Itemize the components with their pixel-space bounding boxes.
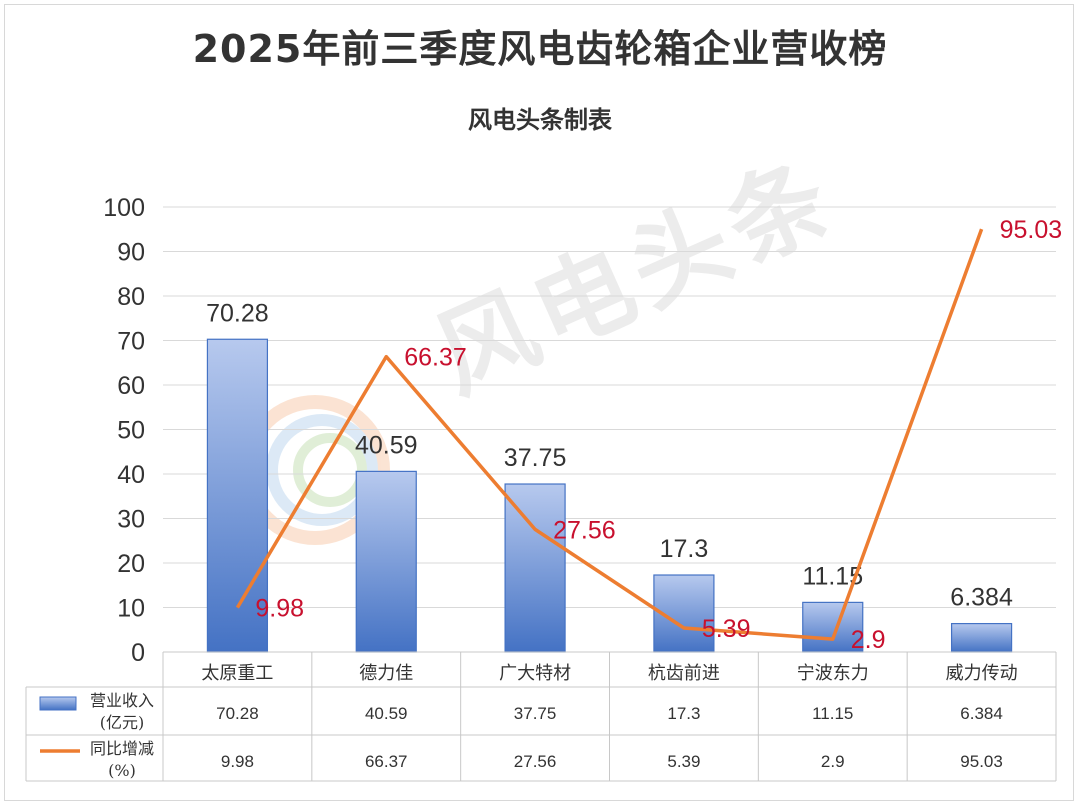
y-tick-label: 70 <box>117 328 145 356</box>
legend-unit: (%) <box>108 761 136 780</box>
table-cell: 17.3 <box>667 704 700 723</box>
bar <box>950 622 1013 653</box>
table-cell: 37.75 <box>514 704 557 723</box>
table-cell: 27.56 <box>514 752 557 771</box>
x-category-label: 德力佳 <box>359 663 413 684</box>
line-data-label: 95.03 <box>1000 216 1063 244</box>
x-category-label: 广大特材 <box>499 663 571 684</box>
table-cell: 2.9 <box>821 752 845 771</box>
line-data-label: 27.56 <box>553 516 616 544</box>
bar <box>355 470 417 653</box>
line-data-label: 9.98 <box>255 595 304 623</box>
table-cell: 11.15 <box>812 704 853 723</box>
bar <box>802 601 864 653</box>
watermark-logo-icon <box>240 395 390 545</box>
table-cell: 70.28 <box>216 704 259 723</box>
bar <box>206 338 269 653</box>
y-tick-label: 30 <box>117 506 145 534</box>
y-tick-label: 10 <box>117 595 145 623</box>
y-tick-label: 50 <box>117 417 145 445</box>
x-category-label: 威力传动 <box>946 663 1018 684</box>
x-category-label: 宁波东力 <box>797 663 869 684</box>
table-cell: 95.03 <box>960 752 1003 771</box>
y-tick-label: 90 <box>117 239 145 267</box>
line-series <box>235 228 984 641</box>
line-data-label: 2.9 <box>851 626 886 654</box>
bar-data-label: 6.384 <box>950 584 1013 612</box>
table-cell: 40.59 <box>365 704 408 723</box>
chart-subtitle: 风电头条制表 <box>468 106 612 134</box>
bar <box>504 483 566 653</box>
line-data-label: 66.37 <box>404 344 467 372</box>
table-cell: 9.98 <box>221 752 254 771</box>
y-tick-label: 100 <box>103 194 145 222</box>
y-tick-label: 0 <box>131 639 145 667</box>
bar-data-label: 40.59 <box>355 431 418 459</box>
y-tick-label: 60 <box>117 372 145 400</box>
legend-unit: (亿元) <box>100 713 145 732</box>
chart-frame <box>4 4 1074 801</box>
line-data-label: 5.39 <box>702 615 751 643</box>
bar-data-label: 17.3 <box>660 535 709 563</box>
y-tick-label: 20 <box>117 550 145 578</box>
x-category-label: 杭齿前进 <box>648 663 720 684</box>
table-cell: 6.384 <box>960 704 1003 723</box>
legend-label: 同比增减 <box>90 739 154 758</box>
table-cell: 66.37 <box>365 752 408 771</box>
x-category-label: 太原重工 <box>201 663 273 684</box>
table-cell: 5.39 <box>667 752 700 771</box>
legend-bar-icon <box>39 696 77 711</box>
chart-title: 2025年前三季度风电齿轮箱企业营收榜 <box>192 27 888 71</box>
y-tick-label: 40 <box>117 461 145 489</box>
bar-data-label: 37.75 <box>504 444 567 472</box>
y-tick-label: 80 <box>117 283 145 311</box>
bar-data-label: 70.28 <box>206 299 269 327</box>
legend-label: 营业收入 <box>90 691 154 710</box>
